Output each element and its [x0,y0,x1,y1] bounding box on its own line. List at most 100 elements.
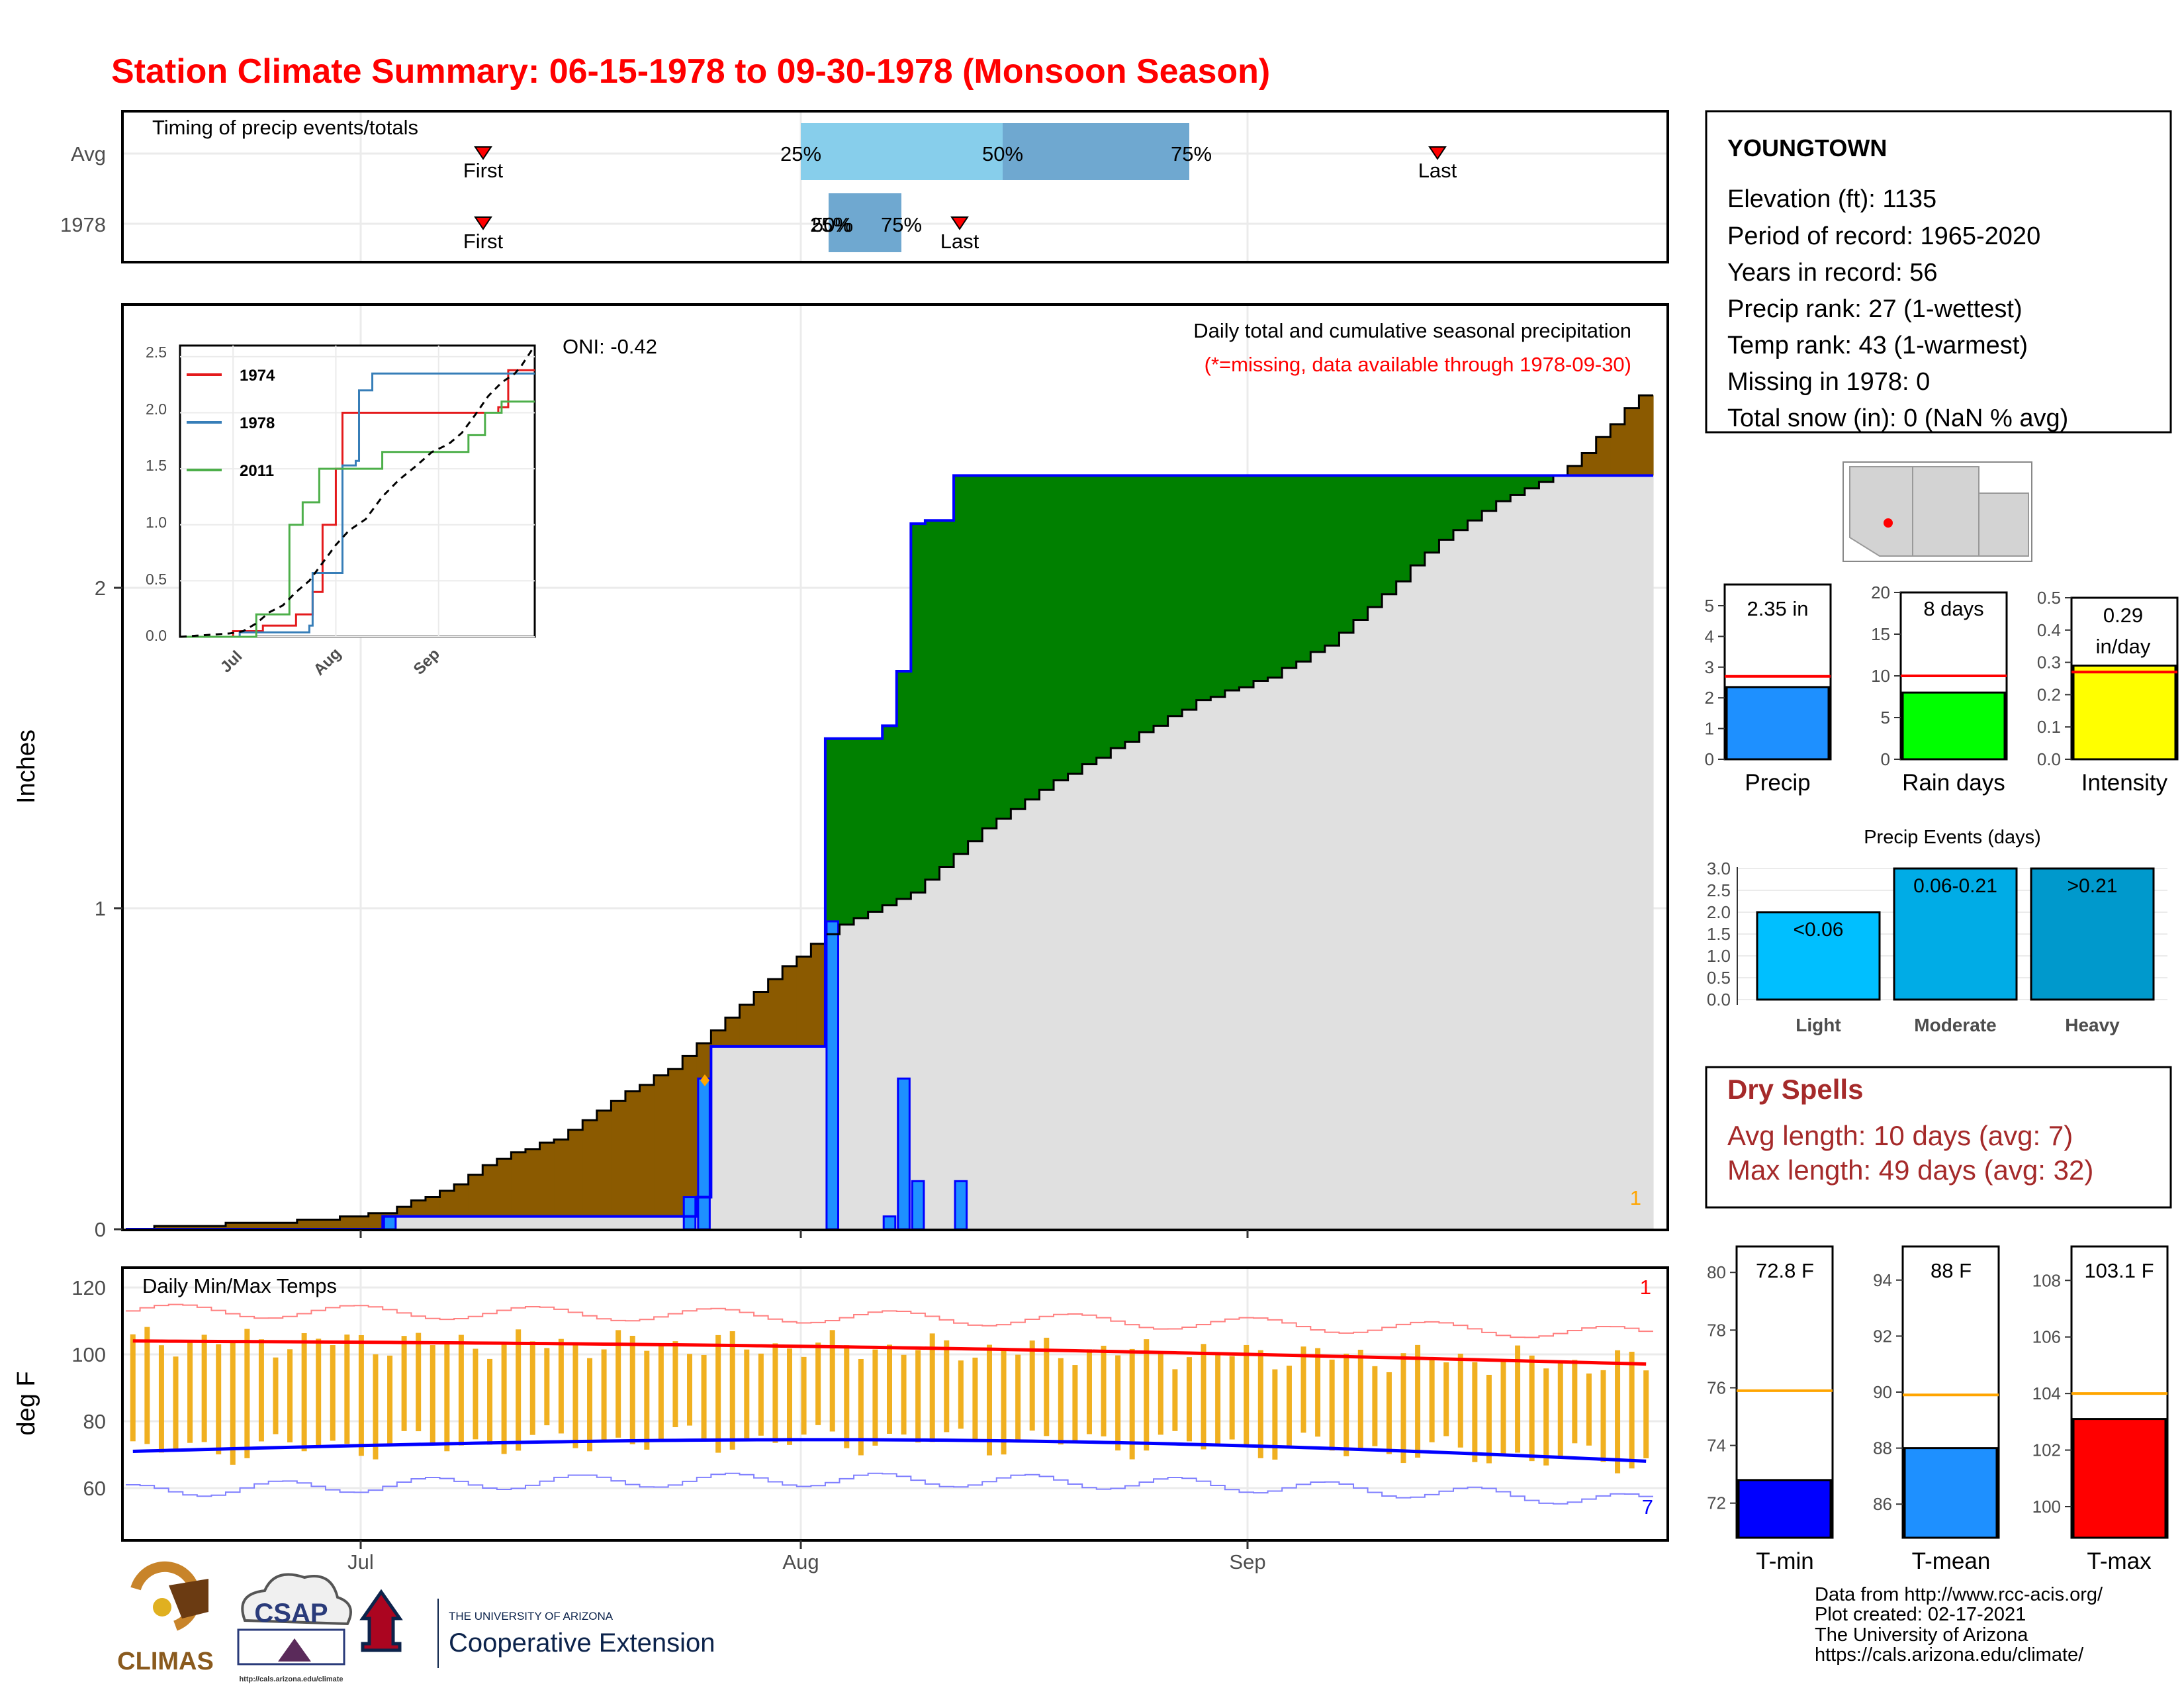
daily-temp-bar [516,1329,522,1451]
surplus-area [1539,475,1554,483]
cumulative-overlap-area [582,1216,598,1229]
avg-25-50-bar [801,123,1003,180]
daily-temp-bar [629,1335,635,1444]
surplus-area [1324,475,1340,646]
surplus-area [1167,475,1183,716]
events-tick-label: 0.5 [1707,968,1731,988]
gauge-precip-label: Precip [1745,770,1810,796]
gauge-tick-label: 0.3 [2037,653,2061,673]
deficit-area [311,1219,326,1229]
cumulative-overlap-area [1610,475,1625,1229]
surplus-area [1453,475,1469,530]
station-temp-rank: Temp rank: 43 (1-warmest) [1727,332,2028,359]
temp-count-lo: 7 [1642,1495,1653,1519]
daily-temp-bar [1286,1366,1292,1446]
daily-temp-bar [416,1333,422,1432]
temp-panel: Daily Min/Max Temps deg F 60 80 100 120 … [13,1230,1669,1573]
events-bar-range: <0.06 [1794,919,1844,941]
gauge-2-marks: 0.0 0.1 0.2 0.3 0.4 0.5 [2037,588,2177,769]
observed-cumulative-line [126,474,1653,1231]
daily-temp-bar [1129,1348,1135,1460]
surplus-area [996,475,1011,819]
cumulative-overlap-area [1424,552,1440,1229]
ytick-1: 1 [95,897,106,920]
deficit-area [197,1226,212,1229]
surplus-area [1068,475,1083,774]
cumulative-overlap-area [1510,494,1525,1229]
surplus-area [1253,475,1269,681]
daily-temp-bar [1529,1355,1535,1462]
daily-temp-bar [1443,1362,1449,1436]
daily-temp-bar [1586,1373,1592,1446]
daily-temp-bar [1215,1352,1221,1446]
daily-temp-bar [601,1349,607,1442]
surplus-area [925,520,940,880]
cumulative-overlap-area [1539,482,1554,1229]
avg-last-label: Last [1418,159,1457,182]
cumulative-overlap-area [468,1216,483,1229]
events-bar-heavy [2030,867,2155,1001]
cumulative-overlap-area [1482,510,1497,1229]
gauge-tick-label: 0.4 [2037,620,2061,640]
cumulative-overlap-area [939,867,954,1229]
temp-gauge-tick-label: 88 [1873,1438,1892,1458]
cumulative-overlap-area [411,1216,426,1229]
cumulative-overlap-area [754,1046,769,1229]
cumulative-overlap-area [425,1216,441,1229]
daily-temp-bar [473,1348,478,1440]
gauge-tmean: 88 F T-mean [1901,1245,2000,1574]
temp-gauge-tick-label: 94 [1873,1270,1892,1290]
cumulative-overlap-area [568,1216,583,1229]
deficit-area [468,1174,483,1217]
temp-gauge-tick-label: 72 [1707,1493,1726,1513]
deficit-area [739,1004,754,1047]
xtick-sep: Sep [1229,1550,1265,1573]
inset-average-line [179,345,536,638]
daily-temp-bar [1001,1350,1007,1455]
temp-ytick-120: 120 [71,1276,106,1299]
surplus-area [1396,475,1411,582]
oni-label: ONI: -0.42 [563,335,657,358]
temp-count-hi: 1 [1640,1276,1651,1299]
cumulative-overlap-area [1524,488,1540,1230]
daily-temp-bar [230,1340,236,1465]
daily-temp-bar [387,1355,393,1446]
cumulative-overlap-area [539,1216,555,1229]
daily-temp-bar [958,1360,964,1429]
cumulative-overlap-area [839,924,854,1229]
events-title: Precip Events (days) [1864,827,2041,848]
precip-subcaption: (*=missing, data available through 1978-… [1205,353,1631,376]
gauge-tick-label: 0 [1881,749,1890,769]
daily-temp-bar [787,1348,793,1445]
daily-temp-bar [1357,1350,1363,1450]
gauge-tick-label: 15 [1871,624,1890,644]
surplus-area [1524,475,1540,489]
deficit-area [796,957,811,1047]
events-tick-label: 1.5 [1707,924,1731,944]
surplus-area [1510,475,1525,495]
gauge-tmin-value: 72.8 F [1756,1259,1814,1282]
station-elevation: Elevation (ft): 1135 [1727,185,1936,213]
average-min-line [132,1438,1647,1463]
row-label-1978: 1978 [60,213,106,236]
ytick-2: 2 [95,577,106,600]
legend-2011-label: 2011 [240,462,274,480]
surplus-area [839,738,854,925]
cumulative-overlap-area [596,1216,612,1229]
deficit-area [539,1143,555,1217]
daily-temp-bar [1229,1356,1235,1440]
locator-map [1843,461,2032,562]
cumulative-overlap-area [554,1216,569,1229]
gauge-value-bar [2072,664,2177,761]
daily-temp-bar [1272,1369,1278,1460]
deficit-area [325,1219,341,1229]
daily-temp-bar [1172,1369,1178,1431]
inset-chart: 0.0 0.5 1.0 1.5 2.0 2.5 Jul Aug Sep 1974… [146,344,536,679]
cumulative-overlap-area [1353,620,1369,1229]
gauge-intensity-unit: in/day [2096,635,2151,658]
events-tick-label: 1.0 [1707,946,1731,966]
surplus-area [1424,475,1440,553]
events-bar-light [1756,911,1881,1001]
gauge-precip-value: 2.35 in [1747,597,1808,620]
cumulative-overlap-area [1282,668,1297,1229]
